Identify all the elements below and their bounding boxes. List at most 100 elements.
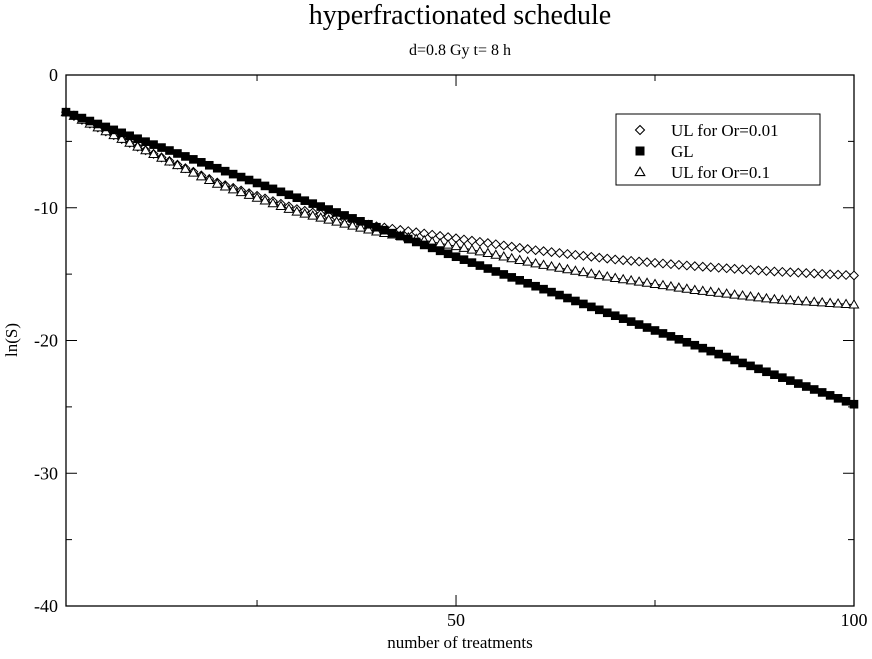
data-point-gl bbox=[236, 172, 246, 182]
data-point-gl bbox=[451, 252, 461, 262]
data-point-gl bbox=[117, 128, 127, 138]
data-point-ul-001 bbox=[562, 248, 573, 259]
data-point-ul-01 bbox=[745, 290, 756, 301]
data-point-gl bbox=[587, 302, 596, 312]
data-point-gl bbox=[459, 255, 469, 264]
data-point-ul-001 bbox=[594, 252, 605, 263]
legend-box bbox=[615, 113, 821, 186]
y-tick-label: -10 bbox=[34, 198, 58, 218]
data-point-ul-001 bbox=[546, 247, 557, 258]
data-point-gl bbox=[594, 305, 604, 315]
data-point-gl bbox=[435, 246, 445, 256]
data-point-gl bbox=[690, 340, 700, 350]
data-point-gl bbox=[491, 267, 501, 276]
data-point-ul-01 bbox=[355, 222, 366, 232]
data-point-gl bbox=[77, 113, 87, 123]
data-point-ul-001 bbox=[626, 255, 637, 266]
data-point-ul-01 bbox=[243, 189, 255, 199]
data-point-ul-001 bbox=[514, 242, 525, 253]
data-point-gl bbox=[809, 385, 819, 394]
data-point-ul-01 bbox=[132, 141, 144, 151]
data-point-ul-01 bbox=[721, 288, 733, 298]
data-point-ul-01 bbox=[363, 224, 374, 234]
data-point-ul-01 bbox=[339, 218, 351, 228]
data-point-gl bbox=[602, 308, 612, 318]
data-point-ul-01 bbox=[203, 174, 215, 185]
data-point-ul-01 bbox=[458, 242, 470, 252]
data-point-ul-001 bbox=[809, 268, 820, 279]
data-point-ul-001 bbox=[490, 239, 501, 250]
legend-label-ul-001: UL for Or=0.01 bbox=[671, 121, 779, 140]
data-point-ul-01 bbox=[577, 266, 589, 277]
data-point-gl bbox=[340, 211, 349, 220]
data-point-ul-001 bbox=[474, 236, 485, 247]
chart-subtitle: d=0.8 Gy t= 8 h bbox=[409, 42, 511, 59]
data-point-gl bbox=[674, 335, 684, 344]
data-point-gl bbox=[85, 116, 95, 126]
data-point-ul-01 bbox=[490, 249, 502, 259]
data-point-gl bbox=[467, 258, 477, 267]
data-point-gl bbox=[618, 314, 628, 323]
data-point-ul-01 bbox=[800, 295, 812, 306]
data-point-gl bbox=[149, 140, 158, 149]
data-point-ul-01 bbox=[251, 192, 263, 202]
chart-title: hyperfractionated schedule bbox=[309, 0, 611, 31]
data-point-ul-01 bbox=[689, 284, 701, 294]
data-point-ul-001 bbox=[650, 257, 661, 268]
data-point-ul-001 bbox=[530, 245, 541, 256]
data-point-gl bbox=[69, 110, 79, 120]
data-point-ul-01 bbox=[546, 260, 557, 271]
data-point-gl bbox=[403, 234, 413, 244]
data-point-ul-001 bbox=[825, 269, 836, 280]
data-point-ul-01 bbox=[649, 278, 661, 288]
x-axis-label: number of treatments bbox=[387, 633, 532, 652]
data-point-ul-01 bbox=[498, 250, 510, 261]
data-point-ul-001 bbox=[801, 268, 812, 279]
x-tick-label: 100 bbox=[841, 610, 868, 630]
data-point-ul-001 bbox=[841, 270, 852, 281]
data-point-ul-01 bbox=[816, 296, 828, 307]
y-tick-label: -20 bbox=[34, 331, 58, 351]
data-point-ul-001 bbox=[681, 260, 692, 271]
legend-label-gl: GL bbox=[671, 142, 694, 161]
data-point-gl bbox=[427, 243, 437, 253]
legend-marker-ul-01 bbox=[634, 166, 646, 177]
data-point-ul-01 bbox=[824, 297, 836, 307]
data-point-gl bbox=[133, 134, 142, 144]
data-point-ul-01 bbox=[569, 265, 581, 275]
data-point-ul-001 bbox=[745, 264, 756, 275]
data-point-ul-01 bbox=[466, 244, 478, 254]
data-point-ul-001 bbox=[705, 262, 716, 273]
plot-area: 50 100 0 -10 -20 -30 -40 bbox=[34, 65, 868, 630]
data-point-ul-01 bbox=[108, 129, 120, 140]
data-point-ul-01 bbox=[776, 294, 788, 304]
data-point-gl bbox=[682, 337, 692, 347]
data-point-ul-01 bbox=[227, 183, 239, 194]
data-point-gl bbox=[388, 228, 397, 238]
data-point-gl bbox=[539, 284, 548, 294]
data-point-gl bbox=[165, 146, 174, 155]
data-point-gl bbox=[109, 125, 119, 135]
data-point-gl bbox=[380, 225, 389, 235]
data-point-ul-01 bbox=[299, 208, 311, 218]
data-point-ul-001 bbox=[793, 267, 804, 278]
data-point-gl bbox=[189, 155, 198, 164]
data-point-gl bbox=[610, 311, 620, 321]
data-point-ul-001 bbox=[833, 269, 844, 280]
data-point-gl bbox=[372, 222, 381, 232]
data-point-gl bbox=[571, 296, 580, 306]
data-point-ul-01 bbox=[148, 148, 160, 159]
data-point-gl bbox=[698, 343, 708, 353]
data-point-ul-01 bbox=[601, 271, 613, 281]
data-point-ul-001 bbox=[848, 270, 860, 281]
data-point-ul-01 bbox=[291, 206, 303, 216]
data-point-ul-01 bbox=[657, 279, 669, 290]
data-point-gl bbox=[738, 358, 747, 368]
data-point-ul-01 bbox=[315, 212, 327, 222]
data-point-ul-01 bbox=[840, 298, 852, 309]
data-point-ul-01 bbox=[171, 159, 183, 170]
data-point-ul-01 bbox=[275, 200, 287, 211]
data-point-gl bbox=[244, 175, 254, 185]
data-point-ul-01 bbox=[737, 290, 749, 300]
